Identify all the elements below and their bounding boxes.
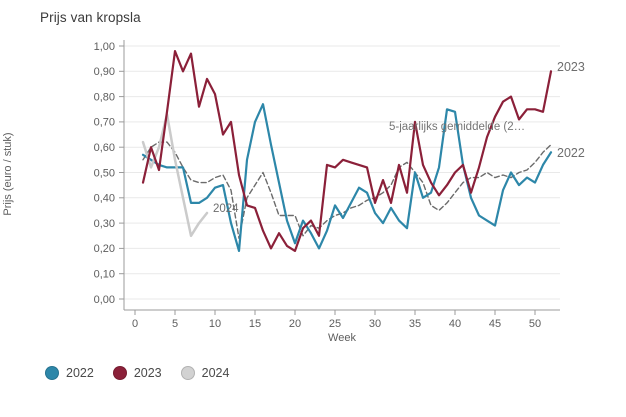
series-2024-line[interactable]	[141, 113, 209, 238]
y-tick-label: 1,00	[94, 41, 115, 53]
legend-label-2024: 2024	[201, 366, 230, 380]
x-tick-label: 5	[172, 318, 178, 330]
y-tick-label: 0,70	[94, 117, 115, 129]
axes	[119, 40, 560, 315]
series-2022-line[interactable]	[141, 103, 553, 252]
y-tick-label: 0,10	[94, 269, 115, 281]
y-tick-label: 0,50	[94, 167, 115, 179]
x-tick-label: 20	[289, 318, 301, 330]
legend-swatch-2024-icon	[180, 366, 195, 380]
y-axis-title: Prijs (euro / stuk)	[2, 132, 14, 216]
y-tick-label: 0,60	[94, 142, 115, 154]
avg-line-label: 5-jaarlijks gemiddelde (2…	[389, 121, 526, 133]
y-tick-label: 0,90	[94, 66, 115, 78]
x-axis-title: Week	[328, 332, 356, 344]
y-tick-label: 0,20	[94, 243, 115, 255]
legend-swatch-2022-icon	[45, 366, 59, 380]
x-tick-label: 35	[409, 318, 421, 330]
x-tick-label: 50	[529, 318, 541, 330]
series-avg-line[interactable]	[142, 141, 552, 240]
x-tick-label: 45	[489, 318, 501, 330]
series-2024-line-label: 2024	[213, 203, 239, 215]
chart-title: Prijs van kropsla	[40, 10, 141, 25]
legend-item-2023[interactable]: 2023	[112, 366, 162, 380]
series-2022-line-label: 2022	[557, 146, 585, 160]
y-tick-label: 0,80	[94, 91, 115, 103]
legend-label-2022: 2022	[66, 366, 94, 380]
legend-item-2024[interactable]: 2024	[180, 366, 230, 380]
x-tick-label: 30	[369, 318, 381, 330]
legend: 2022 2023 2024	[45, 366, 229, 380]
x-tick-label: 15	[249, 318, 261, 330]
legend-swatch-2023-icon	[112, 366, 127, 380]
y-tick-label: 0,40	[94, 193, 115, 205]
x-tick-label: 0	[132, 318, 138, 330]
legend-label-2023: 2023	[133, 366, 162, 380]
y-tick-label: 0,00	[94, 294, 115, 306]
x-tick-label: 40	[449, 318, 461, 330]
y-tick-label: 0,30	[94, 218, 115, 230]
tick-labels: 1,00 0,90 0,80 0,70 0,60 0,50 0,40 0,30 0,20 0,10…	[94, 41, 542, 330]
x-tick-label: 25	[329, 318, 341, 330]
gridlines	[124, 45, 560, 300]
series-2023-line[interactable]	[141, 49, 553, 252]
legend-item-2022[interactable]: 2022	[45, 366, 94, 380]
series-2023-line-label: 2023	[557, 60, 585, 74]
x-tick-label: 10	[209, 318, 221, 330]
